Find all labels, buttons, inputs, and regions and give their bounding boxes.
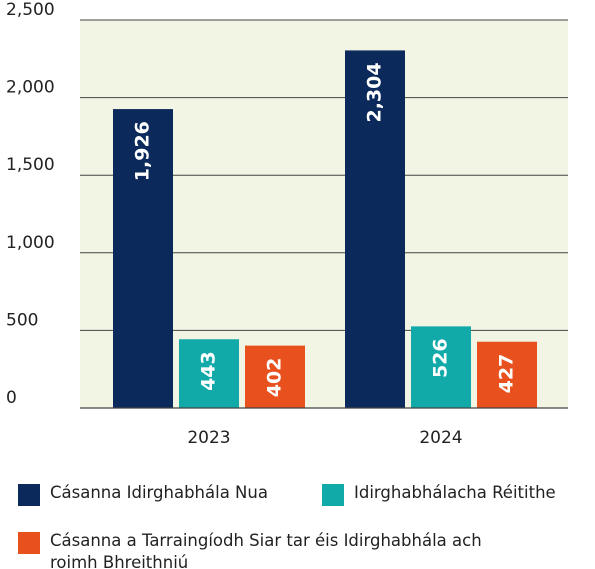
y-tick-label: 0 xyxy=(6,388,17,408)
value-label: 443 xyxy=(198,351,220,391)
bar xyxy=(113,109,173,408)
x-tick-label: 2024 xyxy=(419,428,462,448)
bar xyxy=(345,50,405,409)
bar xyxy=(179,339,239,408)
bar xyxy=(477,341,537,408)
y-tick-label: 2,500 xyxy=(6,0,55,20)
legend-swatch xyxy=(18,484,40,506)
y-tick-label: 1,500 xyxy=(6,155,55,175)
legend-item: Cásanna a Tarraingíodh Siar tar éis Idir… xyxy=(18,530,518,569)
y-tick-label: 500 xyxy=(6,310,38,330)
legend-item: Cásanna Idirghabhála Nua xyxy=(18,482,268,506)
chart: 0 500 1,000 1,500 2,000 2,500 2023 1,926 443 402 2… xyxy=(6,0,568,448)
legend-swatch xyxy=(322,484,344,506)
legend-label: Cásanna Idirghabhála Nua xyxy=(50,483,268,502)
value-label: 402 xyxy=(264,358,286,398)
value-label: 526 xyxy=(430,338,452,378)
x-tick-label: 2023 xyxy=(187,428,230,448)
value-label: 1,926 xyxy=(132,121,154,181)
legend-item: Idirghabhálacha Réitithe xyxy=(322,482,556,506)
bar xyxy=(245,345,305,408)
value-label: 427 xyxy=(496,354,518,394)
y-tick-label: 2,000 xyxy=(6,78,55,98)
legend-swatch xyxy=(18,532,40,554)
y-tick-label: 1,000 xyxy=(6,233,55,253)
legend-label: Cásanna a Tarraingíodh Siar tar éis Idir… xyxy=(50,531,482,569)
bar xyxy=(411,326,471,408)
value-label: 2,304 xyxy=(364,62,386,122)
legend-label: Idirghabhálacha Réitithe xyxy=(354,483,556,502)
